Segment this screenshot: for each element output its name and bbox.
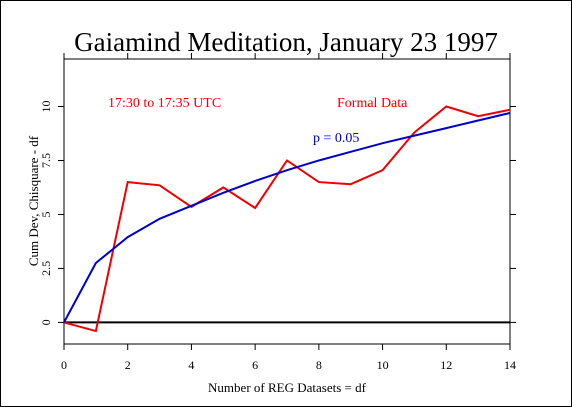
series-line-p005 [63,112,511,323]
x-tick-label: 12 [440,358,452,372]
x-tick-label: 14 [504,358,516,372]
x-axis-label: Number of REG Datasets = df [208,380,367,395]
x-tick-label: 6 [252,358,258,372]
y-tick-label: 0 [39,319,53,325]
annotation-time-window: 17:30 to 17:35 UTC [108,96,221,111]
series-line-formal-data [63,105,511,333]
y-tick-label: 5 [39,211,53,217]
y-tick-label: 2.5 [39,261,53,276]
y-axis-label: Cum Dev, Chisquare - df [26,135,41,266]
x-tick-label: 2 [125,358,131,372]
annotation-p-value: p = 0.05 [313,131,359,146]
chart-title: Gaiamind Meditation, January 23 1997 [74,27,498,57]
plot-frame [63,58,511,345]
x-tick-label: 4 [188,358,194,372]
y-tick-label: 10 [39,101,53,113]
axis-ticks: 0 2 4 6 8 10 12 14 0 2.5 5 7.5 10 [39,53,516,372]
x-tick-label: 8 [316,358,322,372]
x-tick-label: 10 [377,358,389,372]
x-tick-label: 0 [61,358,67,372]
annotation-formal-data: Formal Data [337,96,408,111]
y-axis-label-group: Cum Dev, Chisquare - df [26,135,41,266]
y-tick-label: 7.5 [39,153,53,168]
series-layer [63,105,511,333]
